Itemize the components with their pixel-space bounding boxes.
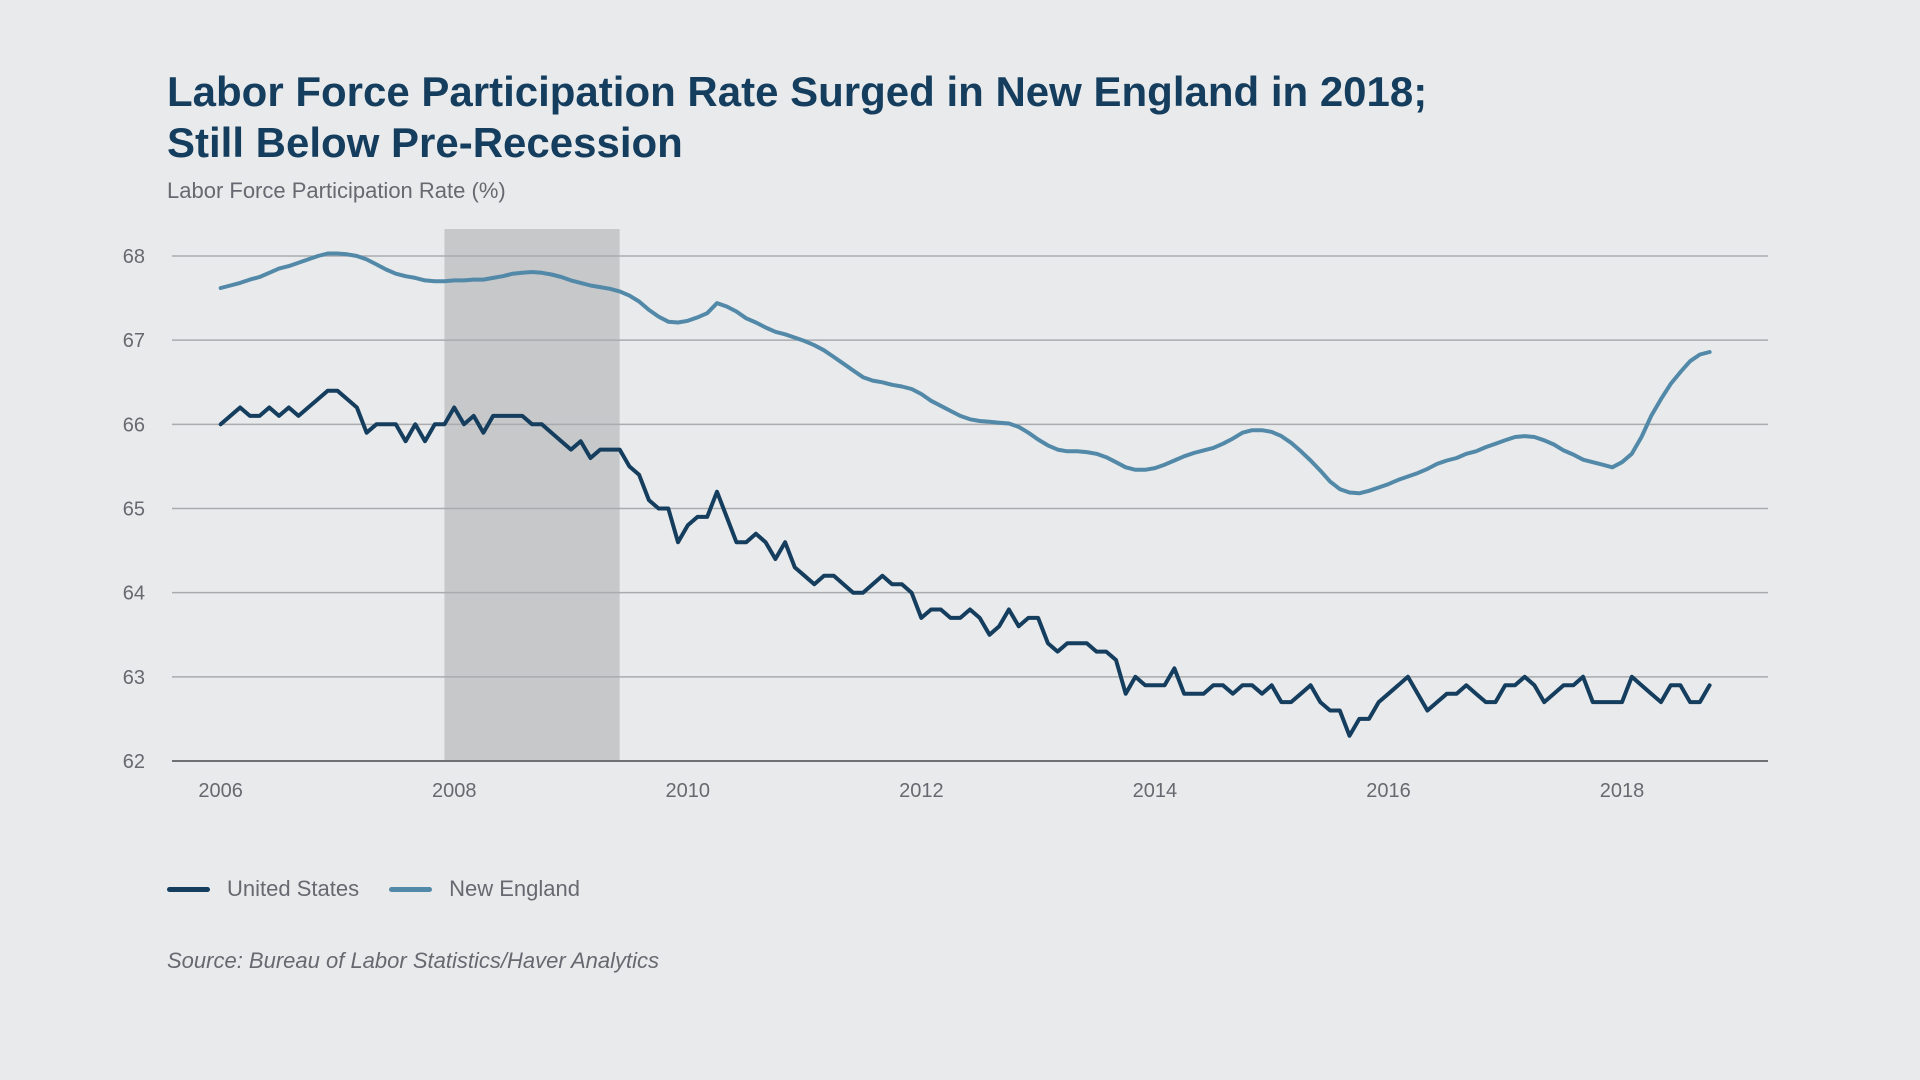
recession-shading <box>444 229 620 761</box>
x-tick-label: 2012 <box>899 780 944 802</box>
y-axis-label: Labor Force Participation Rate (%) <box>167 178 506 203</box>
x-tick-label: 2010 <box>666 780 711 802</box>
y-tick-label: 68 <box>123 246 145 268</box>
legend-item-new-england: New England <box>389 876 580 902</box>
recession-layer <box>444 229 620 761</box>
x-tick-label: 2018 <box>1600 780 1645 802</box>
series-line-united-states <box>218 388 1712 738</box>
legend-label-united-states: United States <box>227 876 360 901</box>
y-tick-label: 65 <box>123 499 145 521</box>
x-tick-label: 2006 <box>198 780 243 802</box>
y-tick-label: 63 <box>123 667 145 689</box>
source-note: Source: Bureau of Labor Statistics/Haver… <box>167 948 659 973</box>
x-tick-label: 2008 <box>432 780 477 802</box>
legend-swatch-new-england <box>389 886 433 892</box>
y-tick-label: 66 <box>123 414 145 436</box>
chart-title: Labor Force Participation Rate Surged in… <box>167 66 1667 168</box>
y-tick-label: 64 <box>123 583 145 605</box>
chart-title-line-1: Labor Force Participation Rate Surged in… <box>167 68 1428 115</box>
legend-swatch-united-states <box>167 886 210 892</box>
tick-label-layer: 62 63 64 65 66 67 68 2006 2008 2010 2012 2014 2016 20… <box>123 246 1645 802</box>
series-layer <box>218 251 1712 738</box>
chart-title-line-2: Still Below Pre-Recession <box>167 119 683 166</box>
legend-item-united-states: United States <box>167 876 359 902</box>
legend: United States New England <box>167 873 610 905</box>
series-line-new-england <box>218 251 1712 496</box>
x-tick-label: 2016 <box>1366 780 1411 802</box>
grid-layer <box>172 255 1768 762</box>
legend-label-new-england: New England <box>449 876 580 901</box>
y-tick-label: 62 <box>123 751 145 773</box>
y-tick-label: 67 <box>123 330 145 352</box>
x-tick-label: 2014 <box>1133 780 1178 802</box>
